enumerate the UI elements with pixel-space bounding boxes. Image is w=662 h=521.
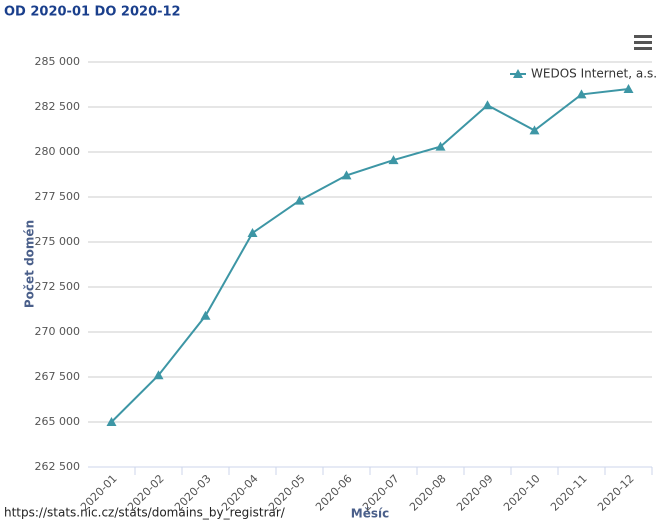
point-marker [576,89,587,99]
point-marker [153,370,164,380]
y-tick-label: 282 500 [35,100,81,113]
point-marker [247,228,258,237]
menu-bar [634,41,652,44]
x-tick-label: 2020-05 [266,472,308,514]
y-axis-label: Počet domén [23,220,37,308]
point-marker [200,310,211,320]
y-tick-label: 270 000 [35,325,81,338]
menu-bar [634,47,652,50]
y-tick-label: 277 500 [35,190,81,203]
point-marker [341,170,352,180]
point-marker [435,141,446,151]
y-tick-label: 280 000 [35,145,81,158]
chart-title: OD 2020-01 DO 2020-12 [4,5,181,20]
y-tick-label: 272 500 [35,280,81,293]
x-tick-label: 2020-10 [501,472,543,514]
y-tick-label: 267 500 [35,370,81,383]
point-marker [623,84,634,93]
point-marker [529,125,540,135]
y-tick-label: 262 500 [35,460,81,473]
x-tick-label: 2020-12 [595,472,637,514]
x-tick-label: 2020-08 [407,472,449,514]
source-url: https://stats.nic.cz/stats/domains_by_re… [4,506,286,520]
menu-button[interactable] [634,35,652,50]
x-tick-label: 2020-11 [548,472,590,514]
x-tick-label: 2020-06 [313,472,355,514]
y-tick-label: 265 000 [35,415,81,428]
legend-marker [513,69,523,78]
point-marker [482,100,493,110]
x-tick-label: 2020-09 [454,472,496,514]
menu-bar [634,35,652,38]
y-tick-label: 275 000 [35,235,81,248]
y-tick-label: 285 000 [35,55,81,68]
series-line [110,88,629,423]
x-axis-label: Měsíc [351,507,389,521]
legend-label: WEDOS Internet, a.s. [531,67,657,81]
point-marker [388,155,399,165]
point-marker [294,195,305,205]
point-marker [106,417,117,426]
